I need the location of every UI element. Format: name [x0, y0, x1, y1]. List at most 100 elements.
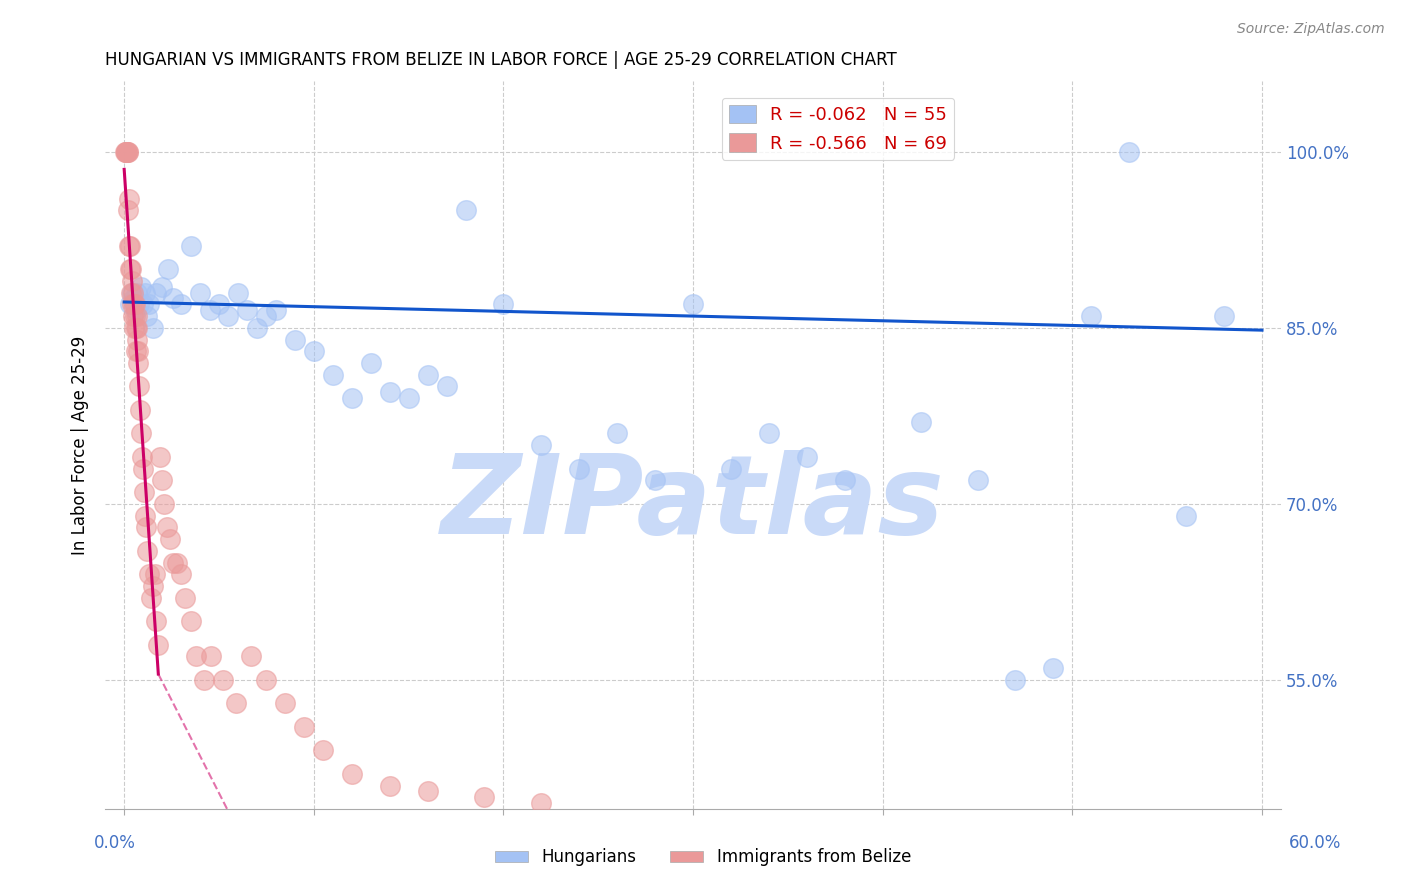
Point	[966, 474, 988, 488]
Point	[1080, 309, 1102, 323]
Point	[492, 297, 515, 311]
Point	[758, 426, 780, 441]
Point	[122, 321, 145, 335]
Point	[136, 543, 159, 558]
Point	[292, 720, 315, 734]
Point	[127, 356, 149, 370]
Point	[208, 297, 231, 311]
Point	[124, 321, 146, 335]
Point	[1042, 661, 1064, 675]
Point	[254, 673, 277, 687]
Point	[132, 461, 155, 475]
Point	[127, 344, 149, 359]
Point	[284, 333, 307, 347]
Point	[720, 461, 742, 475]
Point	[118, 297, 141, 311]
Point	[530, 438, 553, 452]
Point	[156, 520, 179, 534]
Point	[118, 262, 141, 277]
Point	[121, 285, 143, 300]
Point	[127, 285, 149, 300]
Point	[115, 145, 138, 159]
Point	[454, 203, 477, 218]
Point	[136, 309, 159, 323]
Point	[530, 796, 553, 810]
Point	[1175, 508, 1198, 523]
Point	[606, 426, 628, 441]
Point	[378, 385, 401, 400]
Text: HUNGARIAN VS IMMIGRANTS FROM BELIZE IN LABOR FORCE | AGE 25-29 CORRELATION CHART: HUNGARIAN VS IMMIGRANTS FROM BELIZE IN L…	[105, 51, 897, 69]
Point	[134, 285, 156, 300]
Point	[122, 285, 145, 300]
Point	[416, 784, 439, 798]
Point	[236, 303, 259, 318]
Point	[120, 262, 142, 277]
Point	[124, 297, 146, 311]
Point	[170, 297, 193, 311]
Point	[132, 485, 155, 500]
Point	[134, 508, 156, 523]
Point	[170, 567, 193, 582]
Point	[302, 344, 325, 359]
Point	[127, 321, 149, 335]
Point	[129, 403, 152, 417]
Legend: Hungarians, Immigrants from Belize: Hungarians, Immigrants from Belize	[488, 842, 918, 873]
Point	[186, 649, 208, 664]
Point	[1213, 309, 1236, 323]
Point	[145, 285, 167, 300]
Point	[115, 145, 138, 159]
Point	[198, 303, 221, 318]
Point	[128, 379, 150, 393]
Point	[162, 292, 184, 306]
Point	[124, 303, 146, 318]
Point	[1004, 673, 1026, 687]
Point	[568, 461, 591, 475]
Point	[117, 145, 139, 159]
Point	[193, 673, 215, 687]
Point	[1118, 145, 1140, 159]
Point	[162, 556, 184, 570]
Point	[131, 450, 153, 464]
Point	[910, 415, 932, 429]
Point	[180, 238, 202, 252]
Point	[398, 391, 420, 405]
Point	[124, 309, 146, 323]
Point	[117, 145, 139, 159]
Point	[200, 649, 222, 664]
Text: 60.0%: 60.0%	[1288, 834, 1341, 852]
Point	[139, 591, 162, 605]
Point	[125, 309, 148, 323]
Point	[360, 356, 382, 370]
Point	[159, 532, 181, 546]
Point	[322, 368, 344, 382]
Point	[122, 292, 145, 306]
Point	[121, 309, 143, 323]
Point	[188, 285, 211, 300]
Point	[121, 297, 143, 311]
Point	[145, 614, 167, 628]
Legend: R = -0.062   N = 55, R = -0.566   N = 69: R = -0.062 N = 55, R = -0.566 N = 69	[721, 97, 955, 160]
Point	[416, 368, 439, 382]
Point	[150, 279, 173, 293]
Point	[121, 274, 143, 288]
Point	[474, 790, 496, 805]
Point	[125, 333, 148, 347]
Point	[128, 297, 150, 311]
Point	[153, 497, 176, 511]
Point	[118, 238, 141, 252]
Point	[378, 779, 401, 793]
Text: 0.0%: 0.0%	[94, 834, 136, 852]
Point	[142, 579, 165, 593]
Point	[143, 567, 166, 582]
Point	[796, 450, 818, 464]
Point	[436, 379, 458, 393]
Text: ZIPatlas: ZIPatlas	[441, 450, 945, 557]
Point	[226, 285, 249, 300]
Point	[138, 567, 160, 582]
Point	[118, 192, 141, 206]
Point	[135, 520, 157, 534]
Point	[340, 766, 363, 780]
Point	[312, 743, 335, 757]
Point	[132, 297, 155, 311]
Point	[142, 321, 165, 335]
